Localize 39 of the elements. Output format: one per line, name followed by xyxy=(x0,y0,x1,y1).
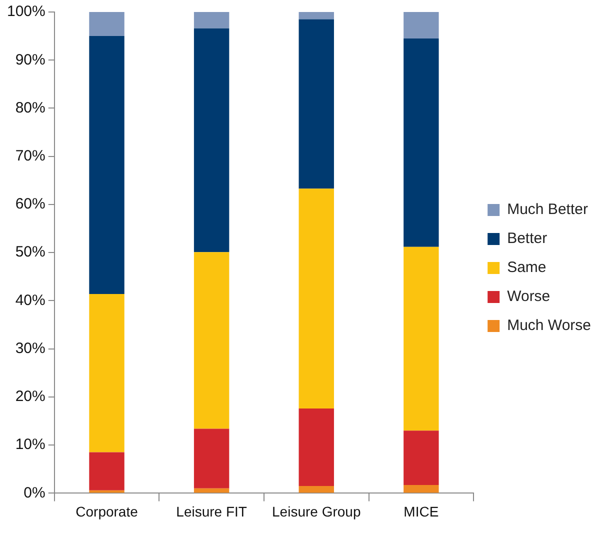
bar xyxy=(298,12,334,20)
y-tick-label: 40% xyxy=(15,292,46,309)
y-tick-label: 0% xyxy=(24,484,46,502)
y-tick-label: 90% xyxy=(15,51,46,68)
bar xyxy=(194,488,230,493)
bar xyxy=(89,12,124,36)
x-tick-label: Leisure Group xyxy=(272,503,361,520)
bar xyxy=(194,28,230,252)
bar xyxy=(298,19,334,189)
y-tick-label: 80% xyxy=(15,99,46,116)
y-tick-label: 20% xyxy=(15,388,46,406)
bar xyxy=(89,36,124,294)
bar xyxy=(404,12,439,38)
y-tick-label: 50% xyxy=(15,244,46,261)
y-tick-label: 30% xyxy=(15,340,46,357)
bar xyxy=(89,294,124,452)
legend-label: Much Worse xyxy=(507,317,592,334)
y-tick-label: 10% xyxy=(15,436,46,454)
x-tick-label: MICE xyxy=(404,503,439,520)
bar xyxy=(89,452,124,490)
bar xyxy=(404,485,439,493)
legend-label: Much Better xyxy=(507,201,588,218)
bar xyxy=(194,12,230,28)
bar xyxy=(194,252,230,429)
bar xyxy=(298,408,334,486)
y-tick-label: 100% xyxy=(6,3,46,20)
legend-label: Better xyxy=(507,230,548,248)
legend-label: Same xyxy=(507,259,546,276)
bar xyxy=(404,246,439,431)
bar xyxy=(404,430,439,486)
bar xyxy=(404,38,439,247)
bar xyxy=(194,428,230,488)
bar xyxy=(298,486,334,493)
bar xyxy=(298,188,334,409)
x-tick-label: Leisure FIT xyxy=(176,503,248,520)
y-tick-label: 70% xyxy=(15,148,46,164)
x-tick-label: Corporate xyxy=(76,503,138,520)
y-tick-label: 60% xyxy=(15,196,46,213)
legend-label: Worse xyxy=(507,288,550,306)
